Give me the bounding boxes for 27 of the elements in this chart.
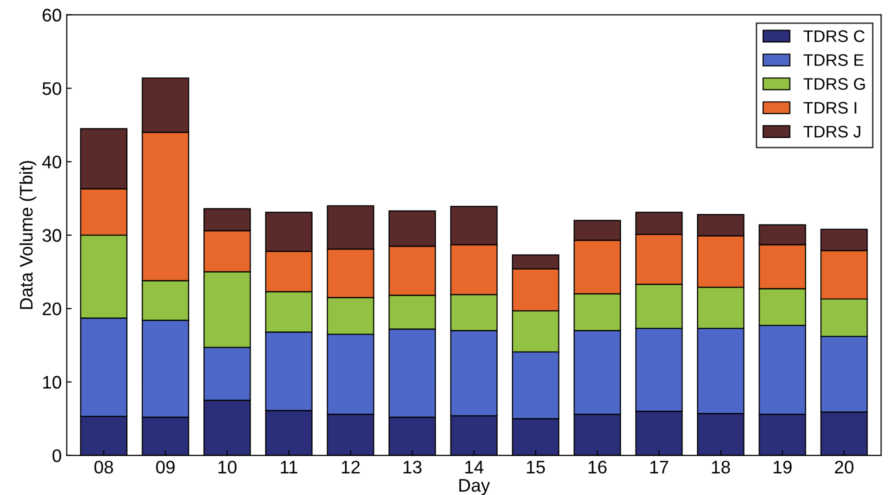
x-tick-label: 20 xyxy=(834,460,854,474)
y-tick-label: 0 xyxy=(52,449,62,462)
y-axis-title: Data Volume (Tbit) xyxy=(19,160,36,309)
y-tick-label: 40 xyxy=(42,156,62,168)
y-tick-label: 60 xyxy=(42,8,62,22)
x-tick-label: 10 xyxy=(218,460,236,474)
legend-label: TDRS G xyxy=(804,78,865,90)
x-tick-label: 16 xyxy=(588,460,607,474)
x-tick-label: 14 xyxy=(465,460,484,474)
legend-label: TDRS J xyxy=(804,126,860,138)
y-tick-label: 30 xyxy=(42,229,62,242)
x-tick-label: 17 xyxy=(650,460,668,474)
y-tick-label: 50 xyxy=(42,82,62,95)
x-tick-label: 11 xyxy=(280,460,298,474)
legend-label: TDRS C xyxy=(804,30,865,42)
legend-label: TDRS I xyxy=(804,102,856,114)
y-tick-label: 10 xyxy=(43,376,62,389)
x-tick-label: 08 xyxy=(94,460,114,474)
x-tick-label: 15 xyxy=(526,460,545,474)
x-tick-label: 12 xyxy=(342,460,360,474)
x-tick-label: 09 xyxy=(156,460,175,474)
y-tick-label: 20 xyxy=(42,302,62,316)
x-tick-label: 19 xyxy=(774,460,792,474)
x-axis-title: Day xyxy=(459,479,490,495)
legend-label: TDRS E xyxy=(804,54,864,66)
x-tick-label: 13 xyxy=(404,460,422,474)
x-tick-label: 18 xyxy=(712,460,730,474)
